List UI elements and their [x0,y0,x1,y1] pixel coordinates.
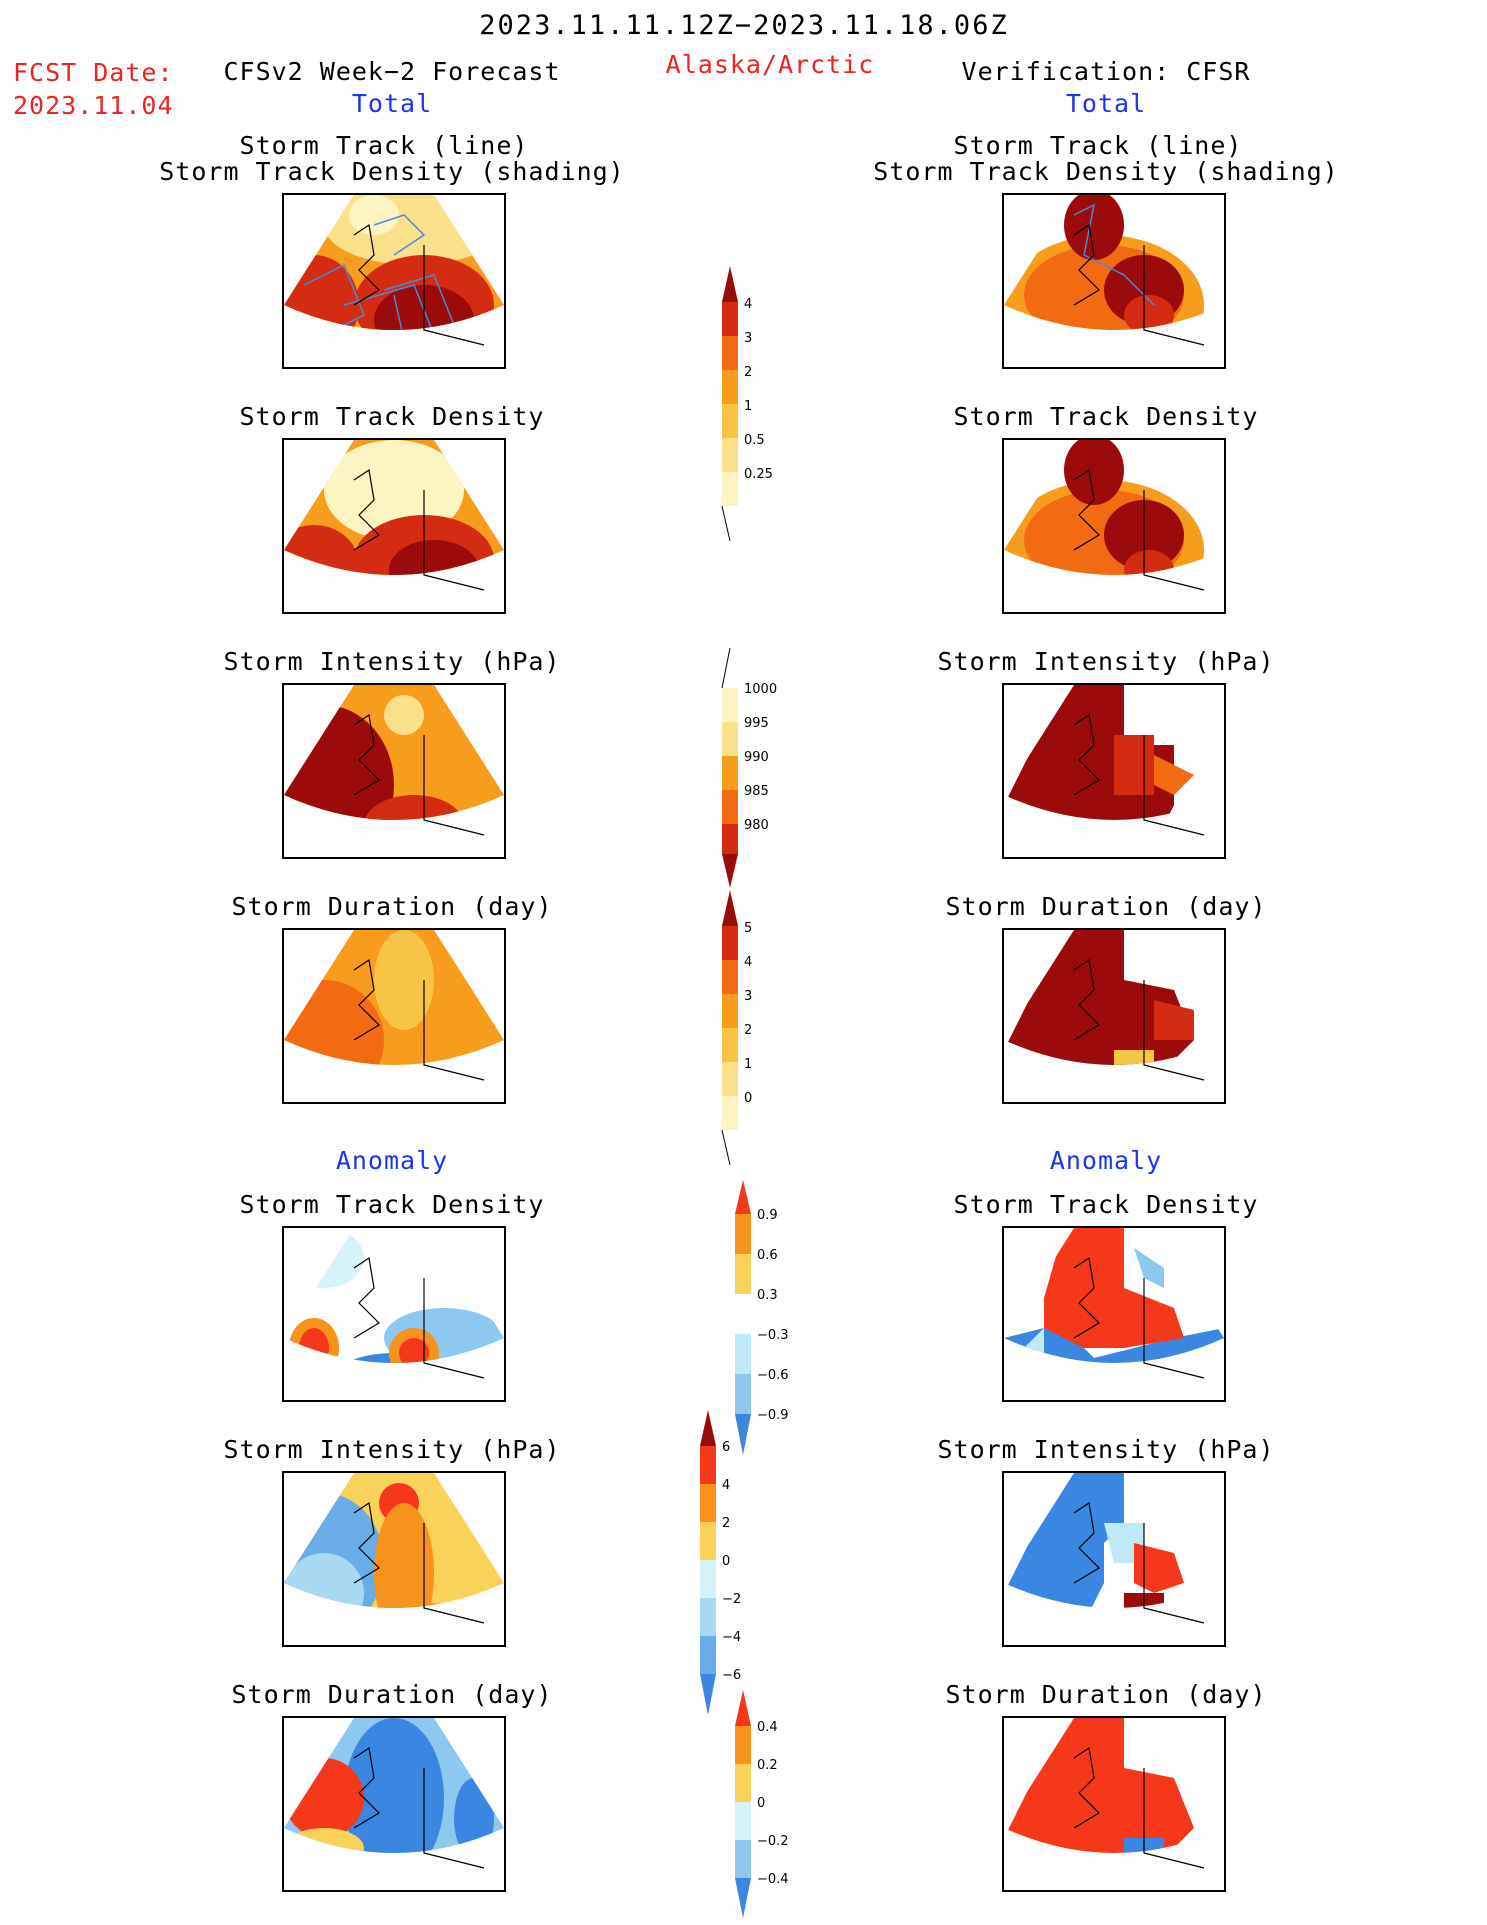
colorbar-anom-intensity-tick: −2 [722,1592,741,1607]
panel-title-forecast-anom-density: Storm Track Density [239,1190,545,1219]
map-forecast-duration [282,928,506,1104]
map-verif-duration [1002,928,1226,1104]
colorbar-anom-duration-tick: −0.2 [757,1834,789,1849]
map-forecast-anom-duration [282,1716,506,1892]
colorbar-anom-density: 0.9 0.6 0.3 −0.3 −0.6 −0.9 [735,1180,795,1460]
colorbar-anom-duration: 0.4 0.2 0 −0.2 −0.4 [735,1690,795,1920]
colorbar-density-tick: 3 [744,331,752,346]
colorbar-anom-intensity-tick: 4 [722,1478,730,1493]
forecast-model-title: CFSv2 Week−2 Forecast [223,57,561,86]
panel-subtitle-verif-track: Storm Track Density (shading) [873,157,1339,186]
colorbar-duration-tick: 0 [744,1091,752,1106]
map-verif-anom-intensity [1002,1471,1226,1647]
colorbar-anom-intensity-tick: 2 [722,1516,730,1531]
colorbar-anom-duration-tick: 0.4 [757,1720,778,1735]
panel-title-verif-anom-duration: Storm Duration (day) [945,1680,1267,1709]
colorbar-density-tick: 1 [744,399,752,414]
colorbar-anom-density-tick: −0.9 [757,1408,789,1423]
colorbar-intensity-tick: 1000 [744,682,777,697]
colorbar-duration: 5 4 3 2 1 0 [721,890,782,1170]
panel-title-forecast-density: Storm Track Density [239,402,545,431]
colorbar-anom-intensity: 6 4 2 0 −2 −4 −6 [700,1410,760,1720]
map-verif-anom-duration [1002,1716,1226,1892]
colorbar-duration-tick: 1 [744,1057,752,1072]
anomaly-label-right: Anomaly [1049,1146,1163,1175]
colorbar-anom-density-tick: −0.3 [757,1328,789,1343]
colorbar-intensity-tick: 990 [744,750,769,765]
forecast-date-value: 2023.11.04 [13,91,174,120]
region-title: Alaska/Arctic [665,50,875,79]
colorbar-duration-tick: 4 [744,955,752,970]
total-label-left: Total [351,89,433,118]
colorbar-anom-density-tick: 0.6 [757,1248,778,1263]
panel-subtitle-forecast-track: Storm Track Density (shading) [159,157,625,186]
colorbar-anom-intensity-tick: −4 [722,1630,741,1645]
forecast-date-label: FCST Date: [13,58,174,87]
total-label-right: Total [1065,89,1147,118]
panel-title-verif-intensity: Storm Intensity (hPa) [937,647,1275,676]
colorbar-intensity-tick: 980 [744,818,769,833]
colorbar-density-tick: 0.25 [744,467,773,482]
colorbar-intensity-tick: 995 [744,716,769,731]
map-forecast-anom-density [282,1226,506,1402]
panel-title-forecast-track: Storm Track (line) [239,131,529,160]
colorbar-anom-duration-tick: −0.4 [757,1872,789,1887]
panel-title-verif-anom-intensity: Storm Intensity (hPa) [937,1435,1275,1464]
colorbar-anom-density-tick: −0.6 [757,1368,789,1383]
panel-title-verif-anom-density: Storm Track Density [953,1190,1259,1219]
colorbar-duration-tick: 3 [744,989,752,1004]
panel-title-forecast-intensity: Storm Intensity (hPa) [223,647,561,676]
colorbar-anom-duration-tick: 0.2 [757,1758,778,1773]
map-forecast-track [282,193,506,369]
panel-title-forecast-duration: Storm Duration (day) [231,892,553,921]
verification-title: Verification: CFSR [961,57,1251,86]
colorbar-density-tick: 2 [744,365,752,380]
panel-title-verif-duration: Storm Duration (day) [945,892,1267,921]
colorbar-anom-intensity-tick: −6 [722,1668,741,1683]
colorbar-anom-intensity-tick: 6 [722,1440,730,1455]
colorbar-anom-density-tick: 0.3 [757,1288,778,1303]
panel-title-verif-track: Storm Track (line) [953,131,1243,160]
colorbar-density-tick: 4 [744,297,752,312]
anomaly-label-left: Anomaly [335,1146,449,1175]
map-forecast-intensity [282,683,506,859]
colorbar-anom-duration-tick: 0 [757,1796,765,1811]
valid-period-title: 2023.11.11.12Z−2023.11.18.06Z [479,10,1009,41]
map-forecast-density [282,438,506,614]
map-verif-anom-density [1002,1226,1226,1402]
colorbar-duration-tick: 2 [744,1023,752,1038]
colorbar-duration-tick: 5 [744,921,752,936]
map-verif-track [1002,193,1226,369]
panel-title-forecast-anom-duration: Storm Duration (day) [231,1680,553,1709]
colorbar-intensity: 1000 995 990 985 980 [721,647,782,888]
panel-title-forecast-anom-intensity: Storm Intensity (hPa) [223,1435,561,1464]
map-verif-density [1002,438,1226,614]
colorbar-density-tick: 0.5 [744,433,765,448]
colorbar-anom-intensity-tick: 0 [722,1554,730,1569]
colorbar-anom-density-tick: 0.9 [757,1208,778,1223]
map-forecast-anom-intensity [282,1471,506,1647]
colorbar-density: 4 3 2 1 0.5 0.25 [721,266,782,546]
map-verif-intensity [1002,683,1226,859]
colorbar-intensity-tick: 985 [744,784,769,799]
panel-title-verif-density: Storm Track Density [953,402,1259,431]
